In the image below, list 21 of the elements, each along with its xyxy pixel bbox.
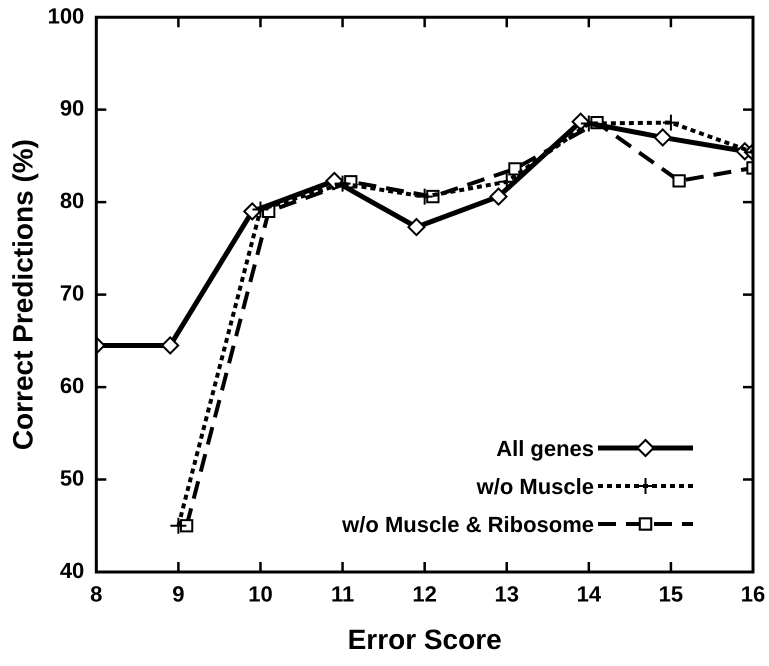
x-axis-title: Error Score [348, 624, 502, 655]
x-tick-label: 16 [740, 581, 766, 606]
y-tick-label: 40 [60, 558, 84, 584]
x-tick-label: 13 [494, 581, 519, 606]
legend-label: w/o Muscle [476, 474, 594, 500]
x-tick-label: 8 [90, 581, 102, 606]
y-tick-label: 100 [48, 3, 84, 28]
legend-label: All genes [496, 436, 594, 462]
x-tick-label: 9 [172, 581, 185, 606]
y-tick-label: 50 [60, 466, 84, 491]
legend-label: w/o Muscle & Ribosome [341, 512, 594, 538]
x-tick-label: 10 [248, 581, 273, 606]
y-tick-label: 70 [60, 280, 84, 306]
x-tick-label: 14 [576, 581, 602, 606]
y-tick-label: 80 [60, 188, 84, 214]
y-tick-label: 90 [60, 96, 84, 121]
y-axis-title: Correct Predictions (%) [8, 139, 39, 450]
x-tick-label: 11 [330, 581, 354, 606]
x-tick-label: 12 [412, 581, 437, 606]
x-tick-label: 15 [658, 581, 684, 606]
y-tick-label: 60 [60, 373, 84, 398]
